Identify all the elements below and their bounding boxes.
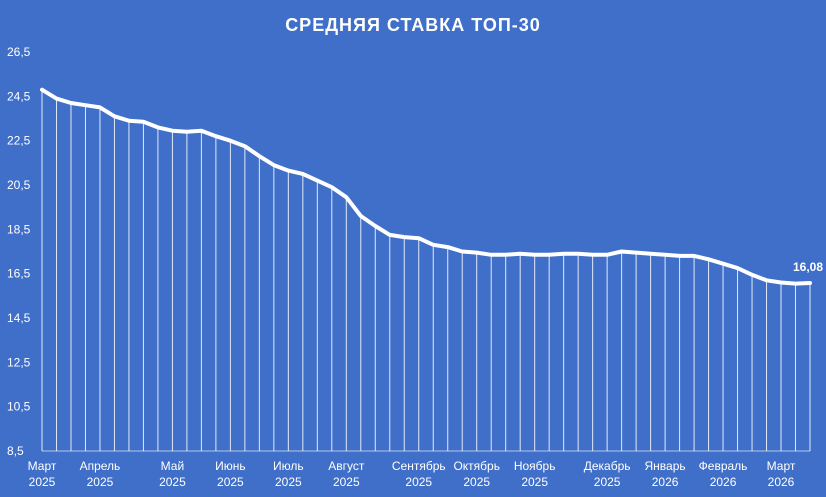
y-tick-label: 10,5 bbox=[7, 400, 31, 414]
x-tick-label: Октябрь 2025 bbox=[453, 459, 500, 489]
chart-title: СРЕДНЯЯ СТАВКА ТОП-30 bbox=[285, 15, 541, 35]
x-tick-label: Март 2026 bbox=[767, 459, 796, 489]
x-tick-label: Май 2025 bbox=[159, 459, 186, 489]
x-axis-ticks: Март 2025 Апрель 2025 Май 2025 Июнь 2025 Июль 202… bbox=[28, 459, 796, 489]
y-tick-label: 8,5 bbox=[7, 444, 24, 458]
y-tick-label: 24,5 bbox=[7, 89, 31, 103]
x-tick-label: Февраль 2026 bbox=[699, 459, 748, 489]
data-label: 16,08 bbox=[793, 260, 823, 274]
x-tick-label: Август 2025 bbox=[328, 459, 365, 489]
y-tick-label: 26,5 bbox=[7, 45, 31, 59]
x-tick-label: Июнь 2025 bbox=[215, 459, 246, 489]
series-line bbox=[40, 87, 812, 286]
x-tick-label: Апрель 2025 bbox=[80, 459, 121, 489]
y-tick-label: 20,5 bbox=[7, 178, 31, 192]
x-tick-label: Декабрь 2025 bbox=[584, 459, 631, 489]
x-tick-label: Ноябрь 2025 bbox=[514, 459, 556, 489]
y-tick-label: 22,5 bbox=[7, 134, 31, 148]
y-axis-ticks: 8,5 10,5 12,5 14,5 16,5 18,5 20,5 22,5 24,5 26,5 bbox=[7, 45, 31, 458]
y-tick-label: 16,5 bbox=[7, 267, 31, 281]
x-tick-label: Июль 2025 bbox=[273, 459, 304, 489]
y-tick-label: 18,5 bbox=[7, 222, 31, 236]
x-tick-label: Январь 2026 bbox=[645, 459, 686, 489]
data-labels: 16,08 bbox=[793, 260, 823, 274]
grid-lines bbox=[41, 89, 811, 452]
x-tick-label: Март 2025 bbox=[28, 459, 57, 489]
x-tick-label: Сентябрь 2025 bbox=[392, 459, 446, 489]
y-tick-label: 12,5 bbox=[7, 355, 31, 369]
y-tick-label: 14,5 bbox=[7, 311, 31, 325]
